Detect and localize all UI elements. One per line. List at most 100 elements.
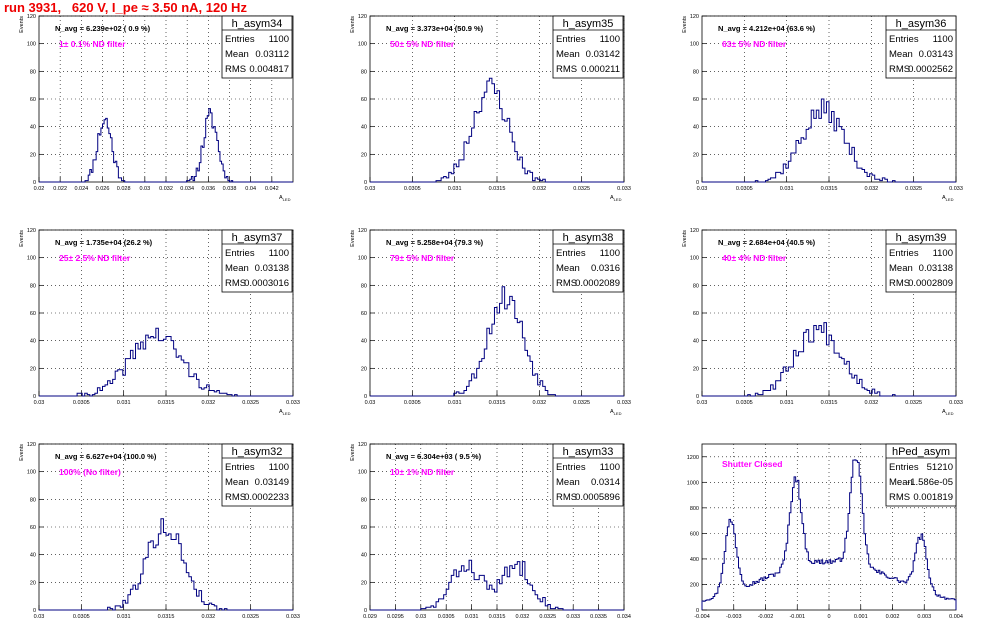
y-tick-label: 60 bbox=[361, 97, 367, 103]
y-tick-label: 20 bbox=[361, 580, 367, 586]
y-tick-label: 80 bbox=[30, 497, 36, 503]
x-tick-label: 0.024 bbox=[74, 186, 88, 192]
stats-label: Mean bbox=[556, 49, 580, 60]
y-axis-title: Events bbox=[350, 16, 356, 33]
y-tick-label: 600 bbox=[690, 531, 699, 537]
x-tick-label: 0.033 bbox=[617, 400, 631, 406]
x-tick-label: 0.001 bbox=[854, 614, 868, 620]
x-tick-label: 0.0305 bbox=[736, 186, 753, 192]
y-tick-label: 60 bbox=[693, 97, 699, 103]
y-axis-title: Events bbox=[19, 444, 25, 461]
stats-value: 0.0002809 bbox=[908, 278, 953, 289]
histogram-line bbox=[39, 518, 293, 611]
filter-annotation: 79± 5% ND filter bbox=[390, 253, 455, 263]
histogram-line bbox=[39, 327, 293, 397]
stats-value: 0.000211 bbox=[581, 64, 620, 75]
histogram-title: hPed_asym bbox=[892, 446, 950, 458]
y-tick-label: 0 bbox=[364, 180, 367, 186]
stats-label: Entries bbox=[556, 248, 586, 259]
x-tick-label: 0.0295 bbox=[387, 614, 404, 620]
y-tick-label: 0 bbox=[33, 394, 36, 400]
x-tick-label: 0.031 bbox=[448, 400, 462, 406]
x-tick-label: 0.0315 bbox=[489, 400, 506, 406]
x-tick-label: 0.0305 bbox=[736, 400, 753, 406]
stats-label: Mean bbox=[889, 477, 913, 488]
y-tick-label: 800 bbox=[690, 506, 699, 512]
histogram-title: h_asym34 bbox=[232, 18, 283, 30]
y-tick-label: 60 bbox=[30, 97, 36, 103]
x-tick-label: 0.032 bbox=[201, 614, 215, 620]
navg-label: N_avg = 6.304e+03 ( 9.5 %) bbox=[386, 452, 482, 461]
x-tick-label: 0.032 bbox=[864, 186, 878, 192]
y-tick-label: 20 bbox=[693, 366, 699, 372]
stats-value: 0.03143 bbox=[919, 49, 953, 60]
histogram-title: h_asym35 bbox=[563, 18, 614, 30]
x-tick-label: 0.031 bbox=[117, 400, 131, 406]
stats-label: RMS bbox=[889, 278, 910, 289]
x-tick-label: 0.029 bbox=[363, 614, 377, 620]
x-tick-label: 0.0315 bbox=[489, 186, 506, 192]
stats-value: 0.004817 bbox=[249, 64, 289, 75]
stats-label: RMS bbox=[556, 492, 577, 503]
stats-label: Entries bbox=[889, 34, 919, 45]
stats-box bbox=[552, 443, 624, 507]
y-axis-title: Events bbox=[19, 16, 25, 33]
x-axis-title: ALED bbox=[942, 195, 954, 202]
y-tick-label: 40 bbox=[30, 553, 36, 559]
x-tick-label: 0.0315 bbox=[489, 614, 506, 620]
y-tick-label: 40 bbox=[361, 553, 367, 559]
x-tick-label: 0.0325 bbox=[573, 400, 590, 406]
stats-value: 1100 bbox=[933, 34, 953, 45]
histogram-line bbox=[370, 286, 624, 397]
x-tick-label: 0.034 bbox=[617, 614, 631, 620]
x-tick-label: 0.038 bbox=[223, 186, 237, 192]
y-tick-label: 40 bbox=[30, 339, 36, 345]
y-tick-label: 60 bbox=[30, 525, 36, 531]
y-tick-label: 120 bbox=[358, 14, 367, 20]
x-tick-label: 0 bbox=[827, 614, 830, 620]
x-tick-label: 0.042 bbox=[265, 186, 279, 192]
y-tick-label: 20 bbox=[30, 152, 36, 158]
y-tick-label: 100 bbox=[690, 256, 699, 262]
x-tick-label: 0.0325 bbox=[573, 186, 590, 192]
stats-box bbox=[885, 15, 957, 79]
x-tick-label: 0.0305 bbox=[404, 400, 421, 406]
y-tick-label: 400 bbox=[690, 557, 699, 563]
run-title: run 3931, 620 V, I_pe ≈ 3.50 nA, 120 Hz bbox=[4, 0, 247, 15]
y-tick-label: 80 bbox=[30, 283, 36, 289]
stats-label: Entries bbox=[889, 248, 919, 259]
y-tick-label: 120 bbox=[27, 228, 36, 234]
y-axis-title: Events bbox=[19, 230, 25, 247]
stats-label: RMS bbox=[556, 64, 577, 75]
panel-h_asym34: 0.02 0.022 0.024 0.026 0.028 0.03 0.032 0.034 0.… bbox=[19, 14, 294, 202]
x-tick-label: 0.033 bbox=[617, 186, 631, 192]
y-tick-label: 40 bbox=[693, 125, 699, 131]
stats-box bbox=[221, 229, 293, 293]
y-tick-label: 120 bbox=[358, 228, 367, 234]
x-axis-title: ALED bbox=[942, 409, 954, 416]
filter-annotation: 25± 2.5% ND filter bbox=[59, 253, 131, 263]
x-tick-label: 0.0325 bbox=[242, 614, 259, 620]
x-tick-label: 0.03 bbox=[415, 614, 426, 620]
y-tick-label: 0 bbox=[364, 394, 367, 400]
x-tick-label: 0.031 bbox=[780, 186, 794, 192]
histogram-title: h_asym37 bbox=[232, 232, 283, 244]
x-tick-label: 0.032 bbox=[201, 400, 215, 406]
stats-value: 0.001819 bbox=[913, 492, 953, 503]
y-tick-label: 60 bbox=[693, 311, 699, 317]
stats-label: Mean bbox=[225, 477, 249, 488]
y-tick-label: 100 bbox=[358, 42, 367, 48]
stats-label: Mean bbox=[889, 49, 913, 60]
stats-box bbox=[221, 443, 293, 507]
x-tick-label: 0.04 bbox=[245, 186, 256, 192]
y-tick-label: 20 bbox=[693, 152, 699, 158]
panel-h_asym39: 0.03 0.0305 0.031 0.0315 0.032 0.0325 0.033 0 20… bbox=[682, 228, 963, 416]
x-tick-label: 0.03 bbox=[34, 614, 45, 620]
x-tick-label: 0.0325 bbox=[905, 400, 922, 406]
x-tick-label: 0.032 bbox=[159, 186, 173, 192]
stats-value: 0.0002089 bbox=[575, 278, 620, 289]
y-tick-label: 80 bbox=[693, 69, 699, 75]
stats-label: RMS bbox=[225, 278, 246, 289]
stats-label: RMS bbox=[556, 278, 577, 289]
x-tick-label: 0.0325 bbox=[539, 614, 556, 620]
